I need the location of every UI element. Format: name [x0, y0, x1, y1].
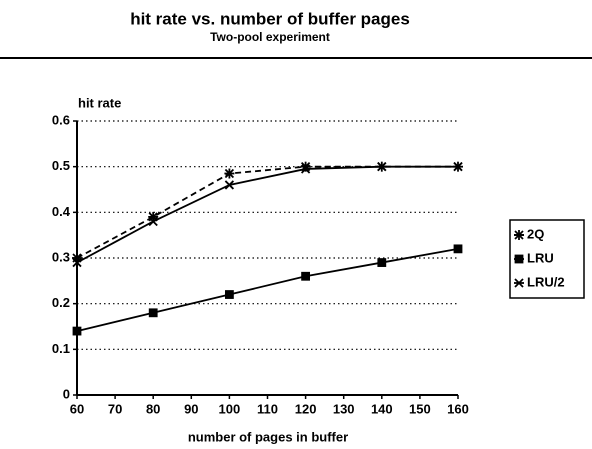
x-axis-label: number of pages in buffer — [188, 429, 348, 444]
x-tick-label: 160 — [447, 401, 469, 416]
x-tick-label: 60 — [70, 401, 84, 416]
marker — [72, 326, 82, 336]
marker — [300, 164, 311, 174]
legend-label: LRU/2 — [527, 274, 565, 289]
x-tick-label: 140 — [371, 401, 393, 416]
marker-part — [300, 164, 311, 174]
marker-part — [72, 257, 82, 268]
marker-part — [148, 308, 158, 318]
x-tick-label: 110 — [257, 401, 278, 416]
y-tick-label: 0.3 — [52, 249, 70, 264]
marker-part — [377, 258, 387, 267]
x-tick-label: 130 — [333, 401, 355, 416]
y-tick-label: 0 — [63, 386, 70, 401]
marker-part — [224, 290, 234, 299]
series-line — [76, 247, 459, 332]
marker — [301, 271, 311, 281]
marker — [453, 162, 463, 172]
marker-part — [224, 180, 235, 190]
marker-part — [148, 216, 158, 227]
marker — [148, 308, 158, 318]
x-tick-label: 70 — [108, 401, 122, 416]
y-tick-label: 0.5 — [52, 158, 70, 173]
x-tick-label: 90 — [184, 401, 198, 416]
marker-part — [453, 244, 463, 254]
marker — [377, 162, 387, 172]
legend-marker — [514, 254, 524, 264]
legend-box — [509, 219, 585, 299]
y-axis-label: hit rate — [78, 95, 121, 110]
legend-marker — [514, 230, 524, 240]
x-tick-label: 80 — [146, 401, 160, 416]
x-tick-label: 120 — [295, 401, 317, 416]
marker-part — [453, 162, 463, 172]
chart-subtitle: Two-pool experiment — [210, 30, 330, 44]
legend-label: 2Q — [527, 226, 544, 241]
marker — [148, 216, 158, 227]
y-tick-label: 0.4 — [52, 204, 71, 219]
chart-title: hit rate vs. number of buffer pages — [130, 9, 410, 28]
marker-part — [514, 278, 524, 288]
marker-part — [72, 326, 82, 336]
marker — [72, 257, 82, 268]
marker — [224, 290, 234, 299]
legend-label: LRU — [527, 250, 554, 265]
y-tick-label: 0.6 — [52, 112, 70, 127]
marker — [377, 258, 387, 267]
marker-part — [514, 254, 524, 264]
x-tick-label: 150 — [409, 401, 431, 416]
marker — [224, 168, 235, 179]
y-tick-label: 0.1 — [52, 341, 70, 356]
y-tick-label: 0.2 — [52, 295, 70, 310]
marker-part — [301, 271, 311, 281]
marker — [453, 244, 463, 254]
marker-part — [377, 162, 387, 172]
series-line — [76, 165, 458, 264]
x-tick-label: 100 — [219, 401, 241, 416]
series-line — [76, 165, 458, 259]
marker — [224, 180, 235, 190]
legend-marker — [514, 278, 524, 288]
